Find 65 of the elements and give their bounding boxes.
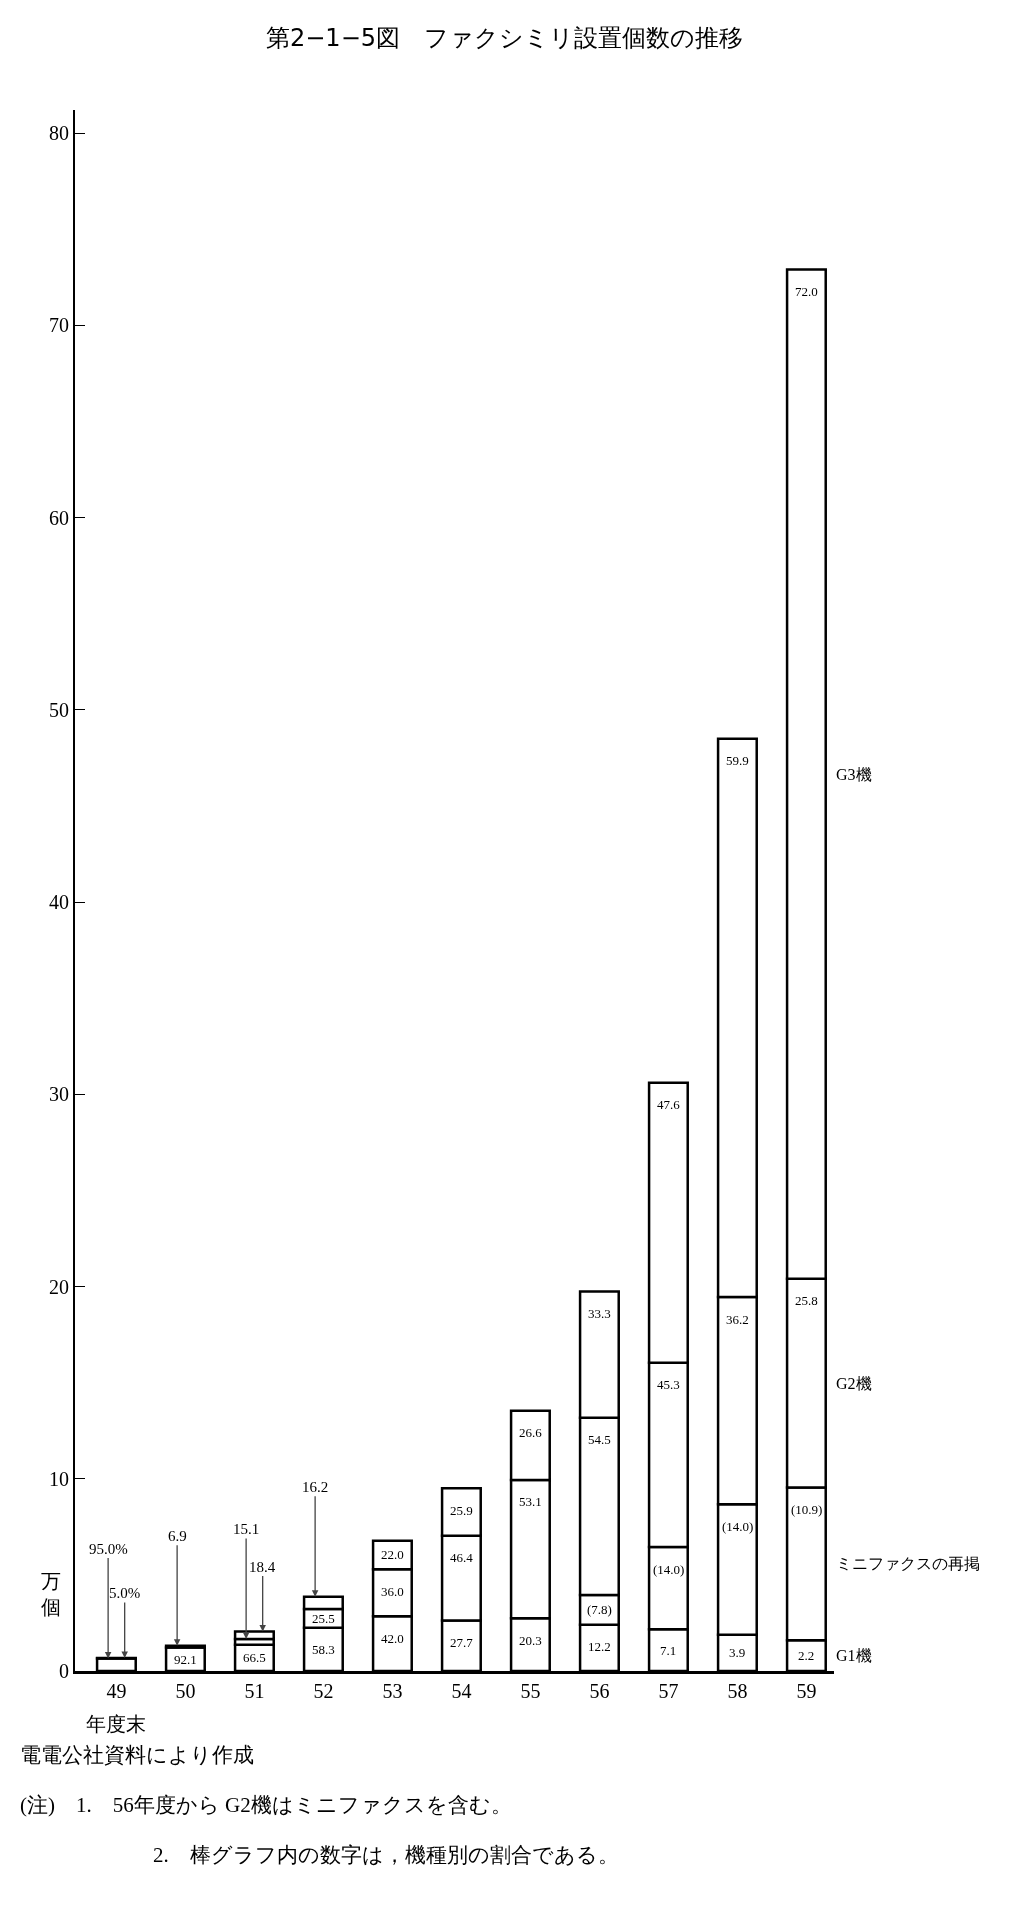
annotation: (14.0) — [722, 1519, 754, 1534]
annotation: 66.5 — [243, 1650, 266, 1665]
x-tick-label: 56 — [589, 1679, 610, 1702]
annotation: 42.0 — [381, 1631, 404, 1646]
series-label: ミニファクスの再掲 — [836, 1555, 980, 1572]
annotation: (10.9) — [791, 1502, 823, 1517]
annotation: 58.3 — [312, 1642, 335, 1657]
annotation: 12.2 — [588, 1639, 611, 1654]
x-tick-label: 51 — [244, 1679, 265, 1702]
annotation: 26.6 — [519, 1425, 543, 1440]
annotation: 59.9 — [726, 753, 749, 768]
annotation: 53.1 — [519, 1494, 542, 1509]
y-tick-label: 60 — [49, 506, 69, 529]
series-label: G2機 — [836, 1375, 872, 1392]
annotation: 6.9 — [168, 1528, 187, 1544]
annotation: 92.1 — [174, 1652, 197, 1667]
annotation: 3.9 — [729, 1645, 746, 1660]
annotation: 22.0 — [381, 1547, 404, 1562]
y-tick-label: 0 — [59, 1660, 69, 1682]
text: 電電公社資料により作成 — [20, 1743, 254, 1767]
annotation: 18.4 — [249, 1559, 276, 1575]
annotation: 25.8 — [795, 1293, 818, 1308]
annotation: 15.1 — [233, 1521, 260, 1537]
y-tick-label: 30 — [49, 1083, 69, 1106]
annotation: 33.3 — [588, 1306, 611, 1321]
y-axis-title: 万個 — [41, 1570, 61, 1618]
annotation: 36.2 — [726, 1312, 749, 1327]
annotation: 7.1 — [660, 1643, 677, 1658]
annotation: 45.3 — [657, 1377, 680, 1392]
x-tick-label: 50 — [175, 1679, 196, 1702]
x-tick-label: 53 — [382, 1679, 403, 1702]
series-label: G3機 — [836, 766, 872, 783]
annotation: 27.7 — [450, 1635, 474, 1650]
series-label: G1機 — [836, 1647, 872, 1664]
text: 2. 棒グラフ内の数字は，機種別の割合である。 — [153, 1843, 619, 1867]
y-tick-label: 70 — [49, 314, 69, 337]
x-tick-label: 55 — [520, 1679, 541, 1702]
y-tick-label: 40 — [49, 891, 69, 914]
annotation: 46.4 — [450, 1550, 474, 1565]
x-axis-title: 年度末 — [86, 1713, 146, 1735]
x-tick-label: 54 — [451, 1679, 472, 1702]
x-tick-label: 58 — [727, 1679, 748, 1702]
y-tick-label: 50 — [49, 698, 69, 721]
annotation: 20.3 — [519, 1633, 542, 1648]
x-tick-label: 57 — [658, 1679, 679, 1702]
annotation: 25.5 — [312, 1611, 335, 1626]
annotation: 72.0 — [795, 284, 818, 299]
annotation: 54.5 — [588, 1432, 611, 1447]
x-tick-label: 52 — [313, 1679, 334, 1702]
annotation: 47.6 — [657, 1097, 681, 1112]
y-tick-label: 10 — [49, 1467, 69, 1490]
annotation: 36.0 — [381, 1584, 404, 1599]
annotation: 5.0% — [109, 1585, 141, 1601]
annotation: (14.0) — [653, 1562, 685, 1577]
x-tick-label: 49 — [106, 1679, 127, 1702]
annotation: 16.2 — [302, 1479, 329, 1495]
y-tick-label: 80 — [49, 122, 69, 145]
x-tick-label: 59 — [796, 1679, 817, 1702]
annotation: 95.0% — [89, 1541, 128, 1557]
annotation: (7.8) — [587, 1602, 612, 1617]
annotation: 2.2 — [798, 1648, 815, 1663]
chart-title: 第2−1−5図 ファクシミリ設置個数の推移 — [265, 23, 744, 52]
text: (注) 1. 56年度から G2機はミニファクスを含む。 — [20, 1793, 512, 1817]
annotation: 25.9 — [450, 1503, 473, 1518]
y-tick-label: 20 — [49, 1275, 69, 1298]
